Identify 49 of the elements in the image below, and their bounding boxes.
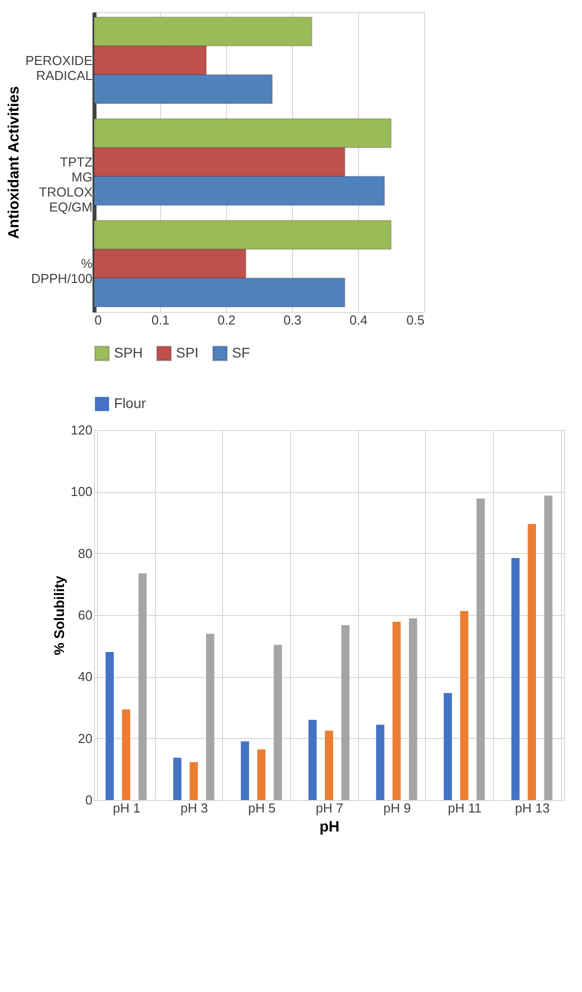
- bar: [544, 496, 552, 800]
- bar: [308, 720, 317, 800]
- y-tick-label: 120: [70, 422, 92, 438]
- bar: [257, 749, 266, 800]
- bar: [444, 693, 452, 800]
- x-axis-title: pH: [320, 818, 340, 836]
- x-tick-label: 0.2: [217, 312, 236, 328]
- y-tick-label: TPTZ MG TROLOX EQ/GM: [39, 154, 93, 214]
- x-tick-label: pH 1: [112, 800, 140, 816]
- x-tick-label: 0.4: [349, 312, 368, 328]
- bar: [274, 644, 282, 800]
- bar: [138, 573, 147, 800]
- y-tick-label: % DPPH/100: [31, 256, 93, 286]
- y-tick-label: 80: [78, 546, 92, 561]
- bar: [122, 709, 130, 800]
- bar: [240, 741, 250, 800]
- legend-label: SPI: [176, 344, 199, 360]
- bar: [190, 762, 198, 800]
- x-tick-label: pH 13: [515, 800, 550, 816]
- bar: [206, 634, 214, 800]
- legend-label: SPH: [114, 344, 143, 360]
- x-tick-label: 0.3: [283, 312, 302, 328]
- bar: [460, 610, 468, 800]
- y-axis-title: % Solubility: [50, 576, 67, 656]
- bar: [173, 758, 182, 800]
- bar: [476, 498, 485, 800]
- x-tick-label: pH 11: [448, 800, 482, 816]
- x-tick-label: 0.5: [406, 312, 424, 328]
- y-tick-label: 100: [70, 484, 92, 500]
- bar: [511, 558, 520, 800]
- y-tick-label: PEROXIDE RADICAL: [25, 52, 93, 83]
- text: Flour: [114, 395, 146, 411]
- x-tick-label: pH 7: [316, 800, 344, 816]
- bar: [106, 652, 114, 800]
- legend-label: SF: [232, 344, 250, 360]
- y-tick-label: 20: [78, 730, 92, 746]
- bar: [341, 625, 350, 800]
- x-tick-label: pH 9: [383, 800, 411, 816]
- y-tick-label: 60: [78, 608, 92, 622]
- x-tick-label: pH 5: [248, 800, 276, 816]
- y-tick-label: 40: [78, 669, 92, 684]
- bar: [528, 524, 536, 800]
- x-tick-label: 0.1: [151, 312, 170, 328]
- bar: [392, 622, 401, 800]
- bar: [408, 618, 418, 800]
- bar: [376, 724, 384, 800]
- x-tick-label: pH 3: [180, 800, 208, 816]
- bar: [324, 730, 334, 800]
- y-axis-title: Antioxidant Activities: [5, 86, 22, 239]
